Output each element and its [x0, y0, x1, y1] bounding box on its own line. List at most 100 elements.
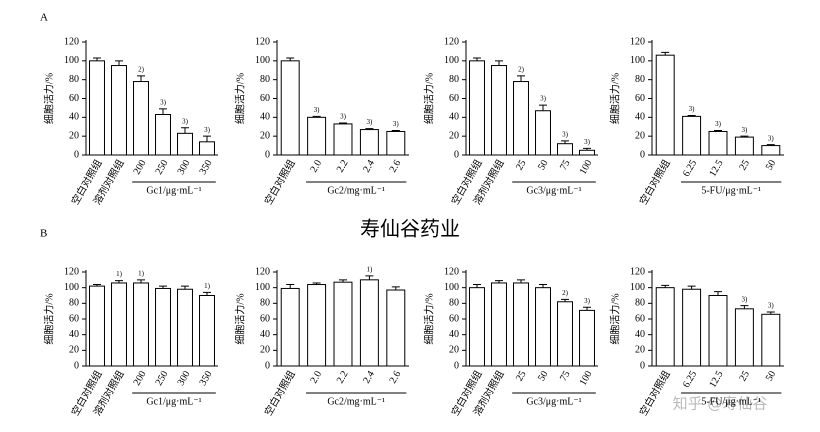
- bar: [111, 65, 127, 156]
- error-bar: [137, 279, 145, 283]
- y-tick-label: 100: [444, 282, 459, 293]
- x-axis-label: Gc2/mg·mL⁻¹: [327, 185, 385, 196]
- x-tick-label: 75: [558, 369, 573, 383]
- y-tick-label: 80: [69, 74, 79, 85]
- x-axis-label: Gc3/μg·mL⁻¹: [526, 185, 581, 196]
- bar: [734, 308, 754, 367]
- error-bar: [495, 60, 503, 66]
- bar: [761, 145, 781, 156]
- x-axis-label: Gc3/μg·mL⁻¹: [526, 396, 581, 407]
- bar: [280, 60, 300, 156]
- significance-label: 3): [562, 130, 569, 138]
- y-tick-label: 100: [630, 282, 645, 293]
- x-tick-label: 空白对照组: [262, 157, 298, 207]
- y-tick-label: 120: [64, 266, 79, 277]
- x-tick-label: 空白对照组: [637, 157, 673, 207]
- significance-label: 3): [182, 117, 189, 125]
- y-tick-label: 40: [449, 112, 459, 123]
- error-bar: [137, 75, 145, 82]
- y-tick-label: 20: [449, 130, 459, 141]
- error-bar: [583, 306, 591, 311]
- error-bar: [714, 291, 722, 296]
- significance-label: 1): [138, 269, 145, 277]
- y-tick-label: 0: [265, 149, 270, 160]
- significance-label: 3): [584, 297, 591, 305]
- y-tick-label: 40: [69, 112, 79, 123]
- y-tick-label: 40: [260, 329, 270, 340]
- bar: [761, 313, 781, 367]
- x-tick-label: 300: [176, 369, 193, 387]
- x-axis-label: 5-FU/μg·mL⁻¹: [701, 185, 761, 196]
- y-axis-label: 细胞活力/%: [233, 293, 246, 344]
- error-bar: [561, 140, 569, 144]
- error-bar: [365, 275, 374, 280]
- y-tick-label: 0: [640, 360, 645, 371]
- y-tick-label: 20: [635, 130, 645, 141]
- error-bar: [766, 311, 775, 315]
- x-axis-label: Gc1/μg·mL⁻¹: [146, 396, 201, 407]
- x-tick-label: 12.5: [707, 158, 725, 179]
- error-bar: [312, 282, 321, 285]
- y-tick-label: 20: [449, 345, 459, 356]
- bar: [535, 110, 551, 156]
- y-tick-label: 120: [630, 266, 645, 277]
- x-tick-label: 2.4: [361, 158, 377, 174]
- x-tick-label: 2.0: [308, 369, 324, 385]
- significance-label: 3): [715, 120, 722, 128]
- x-tick-label: 6.25: [681, 158, 699, 179]
- bar: [177, 288, 193, 367]
- y-axis-label: 细胞活力/%: [422, 73, 435, 124]
- x-axis-label: Gc1/μg·mL⁻¹: [146, 185, 201, 196]
- x-tick-label: 50: [764, 158, 779, 172]
- x-tick-label: 50: [536, 158, 551, 172]
- bar: [513, 282, 529, 367]
- bar: [155, 287, 171, 367]
- y-tick-label: 80: [449, 298, 459, 309]
- x-tick-label: 2.2: [335, 369, 351, 385]
- x-tick-label: 空白对照组: [637, 368, 673, 418]
- x-tick-label: 100: [578, 158, 595, 176]
- error-bar: [115, 60, 123, 66]
- significance-label: 3): [340, 113, 347, 121]
- significance-label: 1): [366, 266, 373, 274]
- y-tick-label: 100: [255, 55, 270, 66]
- significance-label: 1): [116, 270, 123, 278]
- error-bar: [473, 284, 481, 288]
- bar: [469, 60, 485, 156]
- x-tick-label: 6.25: [681, 369, 699, 390]
- x-tick-label: 50: [536, 369, 551, 383]
- error-bar: [714, 130, 722, 132]
- bar: [557, 143, 573, 156]
- y-tick-label: 20: [635, 345, 645, 356]
- y-tick-label: 0: [640, 149, 645, 160]
- error-bar: [687, 114, 696, 117]
- y-tick-label: 40: [260, 112, 270, 123]
- y-tick-label: 60: [635, 93, 645, 104]
- bar: [359, 129, 379, 156]
- y-tick-label: 120: [255, 36, 270, 47]
- y-tick-label: 100: [64, 282, 79, 293]
- y-tick-label: 40: [635, 112, 645, 123]
- y-tick-label: 40: [635, 329, 645, 340]
- error-bar: [687, 285, 696, 290]
- x-tick-label: 空白对照组: [262, 368, 298, 418]
- y-tick-label: 80: [635, 298, 645, 309]
- y-tick-label: 20: [69, 130, 79, 141]
- panel-label: B: [40, 228, 47, 240]
- bar: [307, 116, 327, 156]
- error-bar: [517, 75, 525, 82]
- error-bar: [391, 130, 400, 132]
- y-tick-label: 80: [260, 298, 270, 309]
- significance-label: 3): [540, 95, 547, 103]
- bar: [557, 301, 573, 367]
- error-bar: [312, 115, 321, 118]
- error-bar: [365, 128, 374, 130]
- x-tick-label: 2.2: [335, 158, 351, 174]
- significance-label: 3): [689, 105, 696, 113]
- bar: [655, 287, 675, 367]
- x-axis-label: 5-FU/μg·mL⁻¹: [701, 396, 761, 407]
- y-tick-label: 20: [260, 130, 270, 141]
- significance-label: 3): [160, 98, 167, 106]
- x-axis-label: Gc2/mg·mL⁻¹: [327, 396, 385, 407]
